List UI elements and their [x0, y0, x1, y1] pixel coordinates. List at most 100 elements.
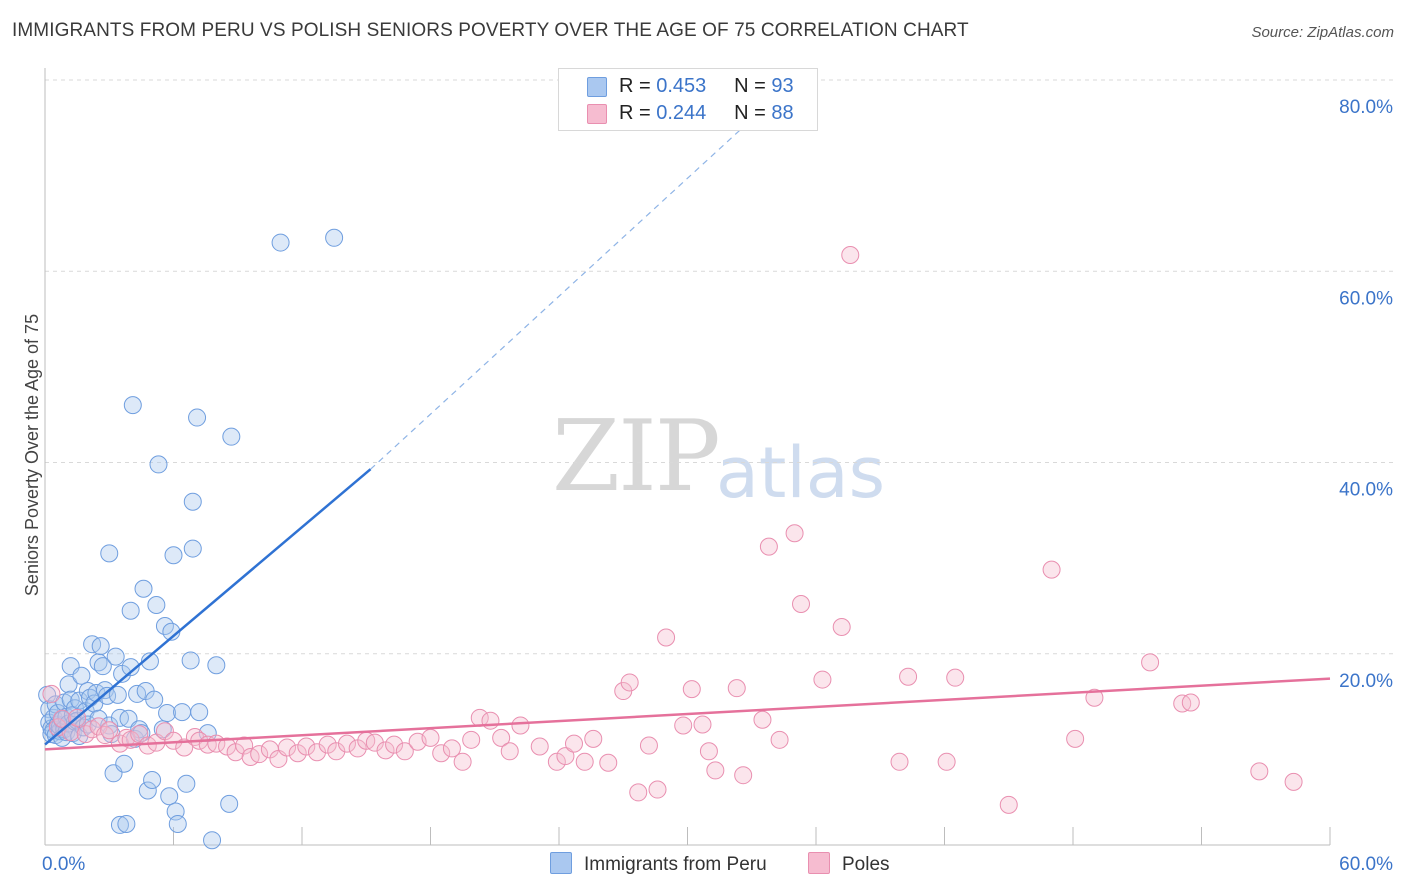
trend-line-peru — [44, 468, 372, 746]
legend-n-value-poles: 88 — [771, 102, 794, 124]
poles-point — [682, 680, 701, 699]
poles-point — [500, 742, 519, 761]
poles-point — [1042, 560, 1061, 579]
poles-point — [462, 730, 481, 749]
peru-point — [72, 666, 91, 685]
poles-point — [1085, 688, 1104, 707]
peru-point — [106, 647, 125, 666]
poles-point — [937, 752, 956, 771]
peru-point — [93, 657, 112, 676]
poles-point — [575, 752, 594, 771]
peru-point — [183, 492, 202, 511]
poles-point — [100, 721, 119, 740]
peru-point — [138, 781, 157, 800]
trend-line-peru-extension — [370, 79, 795, 470]
x-tick-label-min: 0.0% — [42, 854, 85, 875]
peru-point — [158, 704, 177, 723]
poles-point — [327, 742, 346, 761]
poles-point — [1250, 762, 1269, 781]
y-tick-label: 20.0% — [1339, 671, 1393, 692]
peru-point — [121, 658, 140, 677]
peru-point — [207, 656, 226, 675]
x-axis-tick-labels: 0.0% 60.0% — [42, 854, 1393, 875]
poles-point — [547, 752, 566, 771]
poles-point — [376, 741, 395, 760]
poles-point — [511, 716, 530, 735]
poles-point — [235, 736, 254, 755]
poles-point — [42, 684, 61, 703]
peru-point — [181, 651, 200, 670]
poles-point — [297, 737, 316, 756]
poles-point — [307, 743, 326, 762]
legend-n-label: N = — [734, 102, 766, 124]
chart-source: Source: ZipAtlas.com — [1251, 24, 1394, 41]
poles-point — [599, 753, 618, 772]
peru-point — [149, 455, 168, 474]
peru-point — [325, 228, 344, 247]
poles-point — [442, 739, 461, 758]
peru-point — [119, 709, 138, 728]
watermark-atlas: atlas — [716, 432, 886, 514]
poles-point — [337, 734, 356, 753]
poles-point — [946, 668, 965, 687]
poles-point — [813, 670, 832, 689]
bottom-legend-label-poles: Poles — [842, 854, 890, 875]
x-tick-label-max: 60.0% — [1339, 854, 1393, 875]
poles-point — [727, 679, 746, 698]
legend-n-value-peru: 93 — [771, 75, 794, 97]
poles-point — [492, 728, 511, 747]
legend-n-label: N = — [734, 75, 766, 97]
gridlines — [45, 79, 1395, 655]
poles-point — [1181, 693, 1200, 712]
poles-point — [175, 738, 194, 757]
poles-point — [999, 795, 1018, 814]
poles-point — [699, 742, 718, 761]
bottom-legend-poles: Poles — [808, 852, 890, 876]
poles-point — [1284, 772, 1303, 791]
peru-point — [188, 408, 207, 427]
series-poles-points — [42, 245, 1303, 814]
legend-swatch-peru — [587, 77, 607, 97]
poles-point — [706, 761, 725, 780]
poles-point — [792, 595, 811, 614]
peru-point — [177, 774, 196, 793]
y-axis-tick-labels: 20.0% 40.0% 60.0% 80.0% — [1339, 97, 1393, 692]
trend-line-poles — [44, 677, 1331, 751]
y-axis-label: Seniors Poverty Over the Age of 75 — [22, 314, 42, 596]
peru-point — [110, 815, 129, 834]
y-tick-label: 60.0% — [1339, 288, 1393, 309]
peru-point — [173, 703, 192, 722]
poles-point — [759, 537, 778, 556]
peru-point — [220, 794, 239, 813]
poles-point — [674, 716, 693, 735]
legend-r-label: R = — [619, 102, 651, 124]
poles-point — [629, 783, 648, 802]
peru-point — [164, 546, 183, 565]
legend-r-value-peru: 0.453 — [656, 75, 707, 97]
poles-point — [620, 673, 639, 692]
bottom-legend-swatch-poles — [808, 852, 830, 874]
bottom-legend-peru: Immigrants from Peru — [550, 852, 767, 876]
poles-point — [753, 710, 772, 729]
peru-point — [222, 427, 241, 446]
peru-point — [123, 396, 142, 415]
trend-lines — [44, 79, 1331, 751]
poles-point — [785, 524, 804, 543]
poles-point — [832, 617, 851, 636]
legend: R = 0.453 N = 93 R = 0.244 N = 88 — [558, 68, 818, 131]
legend-r-label: R = — [619, 75, 651, 97]
chart-title: IMMIGRANTS FROM PERU VS POLISH SENIORS P… — [12, 20, 969, 41]
series-peru-points — [38, 228, 344, 850]
peru-point — [168, 814, 187, 833]
poles-point — [1066, 729, 1085, 748]
peru-point — [134, 579, 153, 598]
y-tick-label: 40.0% — [1339, 480, 1393, 501]
poles-point — [564, 734, 583, 753]
poles-point — [639, 736, 658, 755]
peru-point — [115, 754, 134, 773]
poles-point — [899, 667, 918, 686]
peru-point — [190, 703, 209, 722]
peru-point — [108, 685, 127, 704]
poles-point — [250, 745, 269, 764]
